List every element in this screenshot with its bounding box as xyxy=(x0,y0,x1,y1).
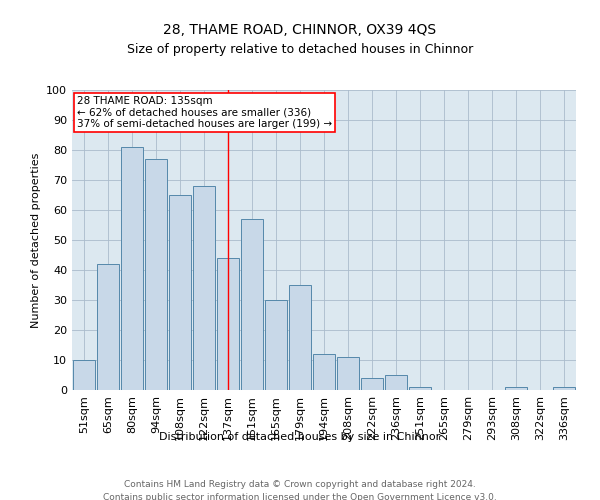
Bar xyxy=(505,387,527,390)
Text: Size of property relative to detached houses in Chinnor: Size of property relative to detached ho… xyxy=(127,42,473,56)
Bar xyxy=(169,195,191,390)
Bar xyxy=(97,264,119,390)
Bar xyxy=(289,285,311,390)
Bar xyxy=(409,387,431,390)
Y-axis label: Number of detached properties: Number of detached properties xyxy=(31,152,41,328)
Bar xyxy=(73,360,95,390)
Bar xyxy=(361,378,383,390)
Bar xyxy=(193,186,215,390)
Bar xyxy=(553,387,575,390)
Bar xyxy=(337,357,359,390)
Bar xyxy=(217,258,239,390)
Text: 28, THAME ROAD, CHINNOR, OX39 4QS: 28, THAME ROAD, CHINNOR, OX39 4QS xyxy=(163,22,437,36)
Bar xyxy=(145,159,167,390)
Text: Contains HM Land Registry data © Crown copyright and database right 2024.: Contains HM Land Registry data © Crown c… xyxy=(124,480,476,489)
Text: Contains public sector information licensed under the Open Government Licence v3: Contains public sector information licen… xyxy=(103,492,497,500)
Bar xyxy=(385,375,407,390)
Bar xyxy=(121,147,143,390)
Text: Distribution of detached houses by size in Chinnor: Distribution of detached houses by size … xyxy=(160,432,440,442)
Bar xyxy=(313,354,335,390)
Bar xyxy=(241,219,263,390)
Text: 28 THAME ROAD: 135sqm
← 62% of detached houses are smaller (336)
37% of semi-det: 28 THAME ROAD: 135sqm ← 62% of detached … xyxy=(77,96,332,129)
Bar xyxy=(265,300,287,390)
